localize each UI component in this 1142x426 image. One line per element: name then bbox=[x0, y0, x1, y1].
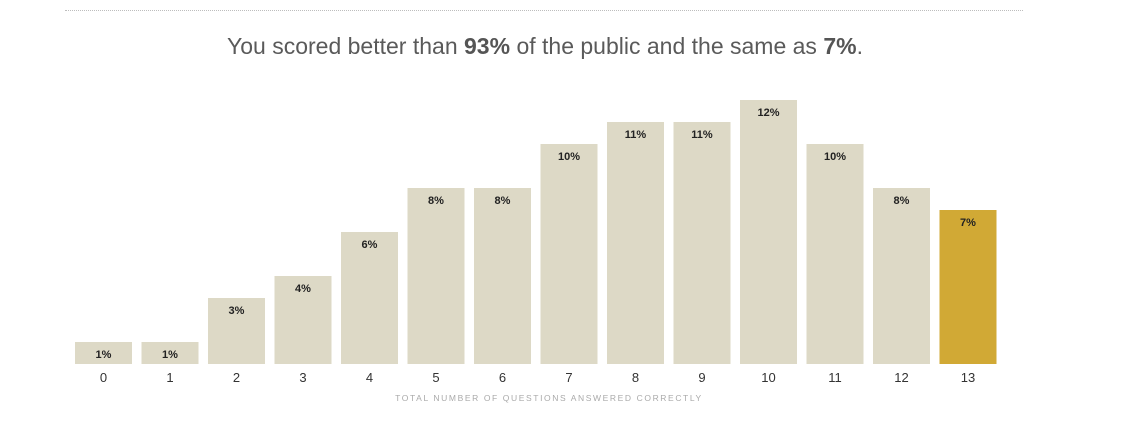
bar bbox=[474, 188, 531, 364]
bar-value-label: 4% bbox=[295, 283, 311, 295]
bar-value-label: 3% bbox=[229, 305, 245, 317]
score-headline: You scored better than 93% of the public… bbox=[0, 33, 1090, 60]
bar bbox=[341, 232, 398, 364]
bar-value-label: 7% bbox=[960, 217, 976, 229]
headline-prefix: You scored better than bbox=[227, 33, 465, 59]
better-than-percent: 93% bbox=[464, 33, 511, 59]
bar-value-label: 8% bbox=[894, 195, 910, 207]
bar-label-group: 1% 1% 3% 4% 6% 8% 8% 10% 11% 11% 12% 10% 8% 7% bbox=[96, 107, 977, 361]
bar bbox=[607, 122, 664, 364]
bar-value-label: 8% bbox=[428, 195, 444, 207]
bar bbox=[274, 276, 332, 364]
bar bbox=[540, 144, 598, 364]
bar-value-label: 10% bbox=[558, 151, 580, 163]
bar bbox=[740, 100, 797, 364]
bar-value-label: 10% bbox=[824, 151, 846, 163]
x-tick-label: 8 bbox=[632, 370, 639, 385]
x-tick-label: 7 bbox=[565, 370, 572, 385]
bar-value-label: 8% bbox=[495, 195, 511, 207]
x-tick-label: 11 bbox=[828, 370, 842, 385]
x-tick-label: 9 bbox=[698, 370, 705, 385]
x-tick-label: 3 bbox=[299, 370, 306, 385]
x-tick-group: 0 1 2 3 4 5 6 7 8 9 10 11 12 13 bbox=[100, 370, 975, 385]
x-tick-label: 2 bbox=[233, 370, 240, 385]
bar-value-label: 11% bbox=[691, 129, 713, 141]
same-as-percent: 7% bbox=[823, 33, 857, 59]
bar bbox=[141, 342, 199, 364]
x-tick-label: 4 bbox=[366, 370, 373, 385]
bar-value-label: 12% bbox=[757, 107, 779, 119]
bar bbox=[208, 298, 265, 364]
x-tick-label: 1 bbox=[166, 370, 173, 385]
headline-suffix: . bbox=[856, 33, 863, 59]
bar-value-label: 6% bbox=[362, 239, 378, 251]
bar bbox=[806, 144, 864, 364]
x-tick-label: 5 bbox=[432, 370, 439, 385]
bar-value-label: 1% bbox=[162, 349, 178, 361]
bar bbox=[673, 122, 731, 364]
x-axis-title: TOTAL NUMBER OF QUESTIONS ANSWERED CORRE… bbox=[395, 393, 703, 403]
x-tick-label: 6 bbox=[499, 370, 506, 385]
bar bbox=[407, 188, 465, 364]
bar bbox=[873, 188, 930, 364]
headline-middle: of the public and the same as bbox=[510, 33, 824, 59]
x-tick-label: 13 bbox=[961, 370, 975, 385]
bar-value-label: 11% bbox=[625, 129, 647, 141]
bar-value-label: 1% bbox=[96, 349, 112, 361]
x-tick-label: 10 bbox=[761, 370, 775, 385]
x-tick-label: 12 bbox=[894, 370, 908, 385]
bar-highlighted bbox=[939, 210, 997, 364]
bar bbox=[75, 342, 132, 364]
top-divider bbox=[65, 10, 1023, 11]
bar-group bbox=[75, 100, 997, 364]
x-tick-label: 0 bbox=[100, 370, 107, 385]
